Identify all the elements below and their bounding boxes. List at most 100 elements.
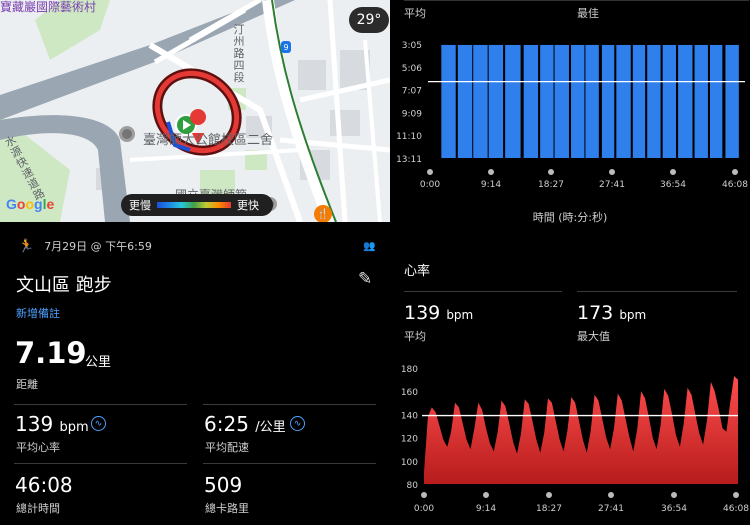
pace-bar [523, 44, 539, 158]
divider [404, 0, 749, 1]
pace-bar [554, 44, 569, 158]
hr-y-tick: 80 [407, 481, 419, 491]
pace-best-label: 最佳 [577, 7, 599, 20]
activity-date: 7月29日 @ 下午6:59 [44, 240, 152, 253]
pace-x-tick: 46:08 [722, 180, 748, 190]
park-area [35, 0, 110, 60]
add-note-link[interactable]: 新增備註 [16, 307, 60, 320]
pace-bar [457, 44, 473, 158]
pace-zone-icon[interactable]: ∿ [290, 416, 305, 431]
divider [203, 404, 376, 405]
legend-slow-label: 更慢 [129, 199, 151, 212]
total-calories-label: 總卡路里 [205, 502, 249, 515]
hr-y-tick: 100 [401, 458, 418, 468]
avg-heart-rate-unit: bpm [59, 420, 89, 435]
highway-ramp [0, 115, 130, 222]
hr-x-tick: 36:54 [661, 504, 687, 514]
activity-summary-panel: 🏃 7月29日 @ 下午6:59 👥 文山區 跑步 ✎ 新增備註 7.19 公里… [0, 222, 390, 525]
divider [14, 463, 187, 464]
hr-x-tick-dot [671, 492, 677, 498]
hr-area [424, 376, 738, 484]
pace-x-tick: 9:14 [481, 180, 501, 190]
pace-bar [473, 44, 488, 158]
pace-y-tick: 11:10 [396, 132, 422, 142]
hr-max-label: 最大值 [577, 330, 610, 343]
pace-bar [585, 44, 599, 158]
avg-pace-number: 6:25 [204, 412, 249, 436]
pace-x-tick: 18:27 [538, 180, 564, 190]
total-time-label: 總計時間 [16, 502, 60, 515]
pace-x-axis-title: 時間 (時:分:秒) [532, 211, 608, 224]
hr-x-tick: 27:41 [598, 504, 624, 514]
hr-x-tick-dot [421, 492, 427, 498]
legend-fast-label: 更快 [237, 199, 259, 212]
highway [0, 0, 295, 120]
hr-avg-value: 139 bpm [404, 302, 473, 324]
pace-chart-panel: 平均 最佳 3:05 5:06 7:07 9:09 11:10 13:11 0:00 9:14… [390, 0, 750, 228]
hr-y-tick: 120 [401, 435, 418, 445]
heart-rate-panel: 心率 139 bpm 平均 173 bpm 最大值 80 100 120 140 160… [390, 240, 750, 525]
pace-bar [616, 44, 631, 158]
pace-x-tick-dot [548, 169, 554, 175]
hr-x-tick-dot [483, 492, 489, 498]
pace-bar [571, 44, 585, 158]
road-label: 汀州路四段 [233, 23, 245, 84]
divider [577, 291, 737, 292]
google-logo: Google [6, 196, 55, 212]
avg-pace-value: 6:25 /公里 [204, 412, 286, 436]
pace-bar [710, 44, 723, 158]
running-icon: 🏃 [18, 238, 35, 254]
pace-y-tick: 13:11 [396, 155, 422, 165]
edit-pencil-icon[interactable]: ✎ [358, 269, 373, 289]
heart-rate-title: 心率 [404, 264, 431, 279]
pace-y-tick: 7:07 [402, 87, 422, 97]
pace-bar [725, 44, 739, 158]
avg-heart-rate-number: 139 [15, 412, 54, 436]
divider [203, 463, 376, 464]
pace-bar [662, 44, 677, 158]
pace-bar [694, 44, 708, 158]
pace-bar [505, 44, 521, 158]
pace-chart[interactable]: 3:05 5:06 7:07 9:09 11:10 13:11 0:00 9:14 18:27 2… [390, 0, 750, 205]
pace-x-tick: 0:00 [420, 180, 440, 190]
hr-y-tick: 140 [401, 411, 418, 421]
route-map[interactable]: 寶藏巖國際藝術村 29° 9 汀州路四段 水源快速道路 臺灣師大公館校區二舍 國… [0, 0, 390, 222]
hr-avg-label: 平均 [404, 330, 426, 343]
pace-avg-label: 平均 [404, 7, 426, 20]
hr-x-tick: 9:14 [476, 504, 496, 514]
pace-y-tick: 9:09 [402, 109, 422, 119]
pace-bar [488, 44, 504, 158]
map-canvas [0, 0, 390, 222]
pace-x-tick-dot [732, 169, 738, 175]
speed-legend: 更慢 更快 [121, 194, 273, 216]
people-icon[interactable]: 👥 [363, 241, 376, 252]
pace-x-tick-dot [670, 169, 676, 175]
route-number-shield: 9 [281, 41, 291, 53]
total-time-value: 46:08 [15, 473, 73, 497]
pace-bar [540, 44, 554, 158]
hr-max-number: 173 [577, 302, 614, 324]
rail-line [271, 0, 337, 222]
hr-x-tick: 0:00 [414, 504, 434, 514]
heart-rate-chart[interactable]: 80 100 120 140 160 180 0:00 9:14 18:27 27:41 36:54… [390, 240, 750, 525]
pace-x-tick-dot [609, 169, 615, 175]
activity-date-row: 🏃 7月29日 @ 下午6:59 [18, 238, 152, 254]
total-calories-value: 509 [204, 473, 243, 497]
hr-x-tick-dot [733, 492, 739, 498]
pace-x-tick-dot [488, 169, 494, 175]
activity-title: 文山區 跑步 [16, 275, 112, 296]
hr-max-value: 173 bpm [577, 302, 646, 324]
avg-pace-unit: /公里 [255, 420, 286, 435]
place-label: 臺灣師大公館校區二舍 [143, 133, 274, 148]
hr-avg-unit: bpm [446, 308, 474, 322]
end-pin [192, 133, 204, 145]
hr-x-tick-dot [608, 492, 614, 498]
poi-pin-icon[interactable] [119, 126, 135, 142]
avg-heart-rate-label: 平均心率 [16, 441, 60, 454]
hr-y-tick: 180 [401, 365, 418, 375]
pace-y-tick: 3:05 [402, 41, 422, 51]
divider [14, 404, 187, 405]
heart-rate-zone-icon[interactable]: ∿ [91, 416, 106, 431]
pace-bar [678, 44, 693, 158]
restaurant-icon[interactable]: 🍴 [314, 205, 332, 222]
